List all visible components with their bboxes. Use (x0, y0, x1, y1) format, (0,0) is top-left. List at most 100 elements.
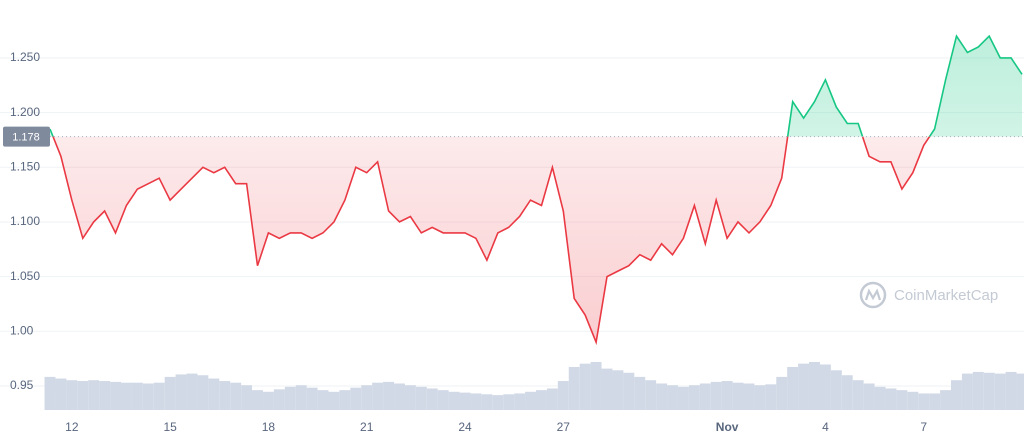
y-tick-label: 1.00 (10, 323, 34, 337)
volume-bar (798, 363, 810, 410)
volume-bar (536, 390, 547, 410)
volume-bar (590, 362, 602, 410)
volume-bar (448, 391, 460, 410)
volume-bar (241, 385, 253, 410)
volume-bar (972, 371, 984, 410)
volume-bar (503, 394, 515, 410)
y-tick-label: 1.200 (10, 105, 40, 119)
y-tick-label: 1.150 (10, 159, 40, 173)
volume-bar (350, 387, 362, 410)
volume-bar (907, 391, 919, 410)
volume-bar (809, 362, 820, 410)
volume-bar (634, 376, 646, 410)
volume-bar (197, 375, 209, 410)
volume-bar (186, 373, 198, 410)
volume-bar (459, 392, 471, 410)
volume-bar (164, 376, 176, 410)
volume-bar (470, 393, 482, 410)
volume-bar (175, 374, 187, 410)
volume-bar (481, 394, 493, 410)
volume-bar (284, 386, 296, 410)
volume-bar (732, 382, 744, 410)
volume-bar (153, 382, 165, 410)
volume-bar (852, 380, 864, 410)
y-tick-label: 1.250 (10, 50, 40, 64)
price-line-up (49, 34, 1023, 137)
volume-bar (317, 390, 329, 410)
volume-bar (219, 381, 231, 410)
area-fill-down (50, 136, 1022, 343)
volume-bar (328, 391, 340, 410)
volume-bar (940, 390, 952, 410)
volume-bar (230, 382, 242, 410)
x-tick-label: 27 (557, 420, 571, 434)
volume-bar (885, 388, 897, 410)
volume-bar (262, 391, 274, 410)
volume-bar (645, 380, 657, 410)
volume-bar (568, 366, 580, 410)
volume-bar (66, 380, 78, 410)
volume-bar (426, 388, 438, 410)
reference-label-box (3, 126, 50, 147)
volume-bar (557, 381, 569, 410)
volume-bar (546, 388, 558, 410)
volume-bar (415, 386, 427, 410)
volume-bar (765, 384, 777, 410)
volume-bar (208, 378, 220, 410)
volume-bar (120, 382, 132, 410)
volume-bar (918, 393, 930, 410)
volume-bar (372, 382, 384, 410)
volume-bar (579, 363, 591, 410)
volume-bar (863, 383, 875, 410)
volume-bar (404, 385, 416, 410)
volume-bar (1016, 373, 1024, 410)
volume-bar (99, 381, 111, 410)
x-tick-label: 7 (920, 420, 927, 434)
volume-bar (88, 380, 100, 410)
x-tick-label: 4 (822, 420, 829, 434)
volume-bar (394, 383, 405, 410)
volume-bar (306, 387, 318, 410)
y-tick-label: 1.100 (10, 214, 40, 228)
volume-bar (830, 370, 842, 410)
volume-bar (142, 383, 154, 410)
volume-bar (710, 381, 722, 410)
volume-bar (110, 381, 121, 410)
volume-bar (361, 385, 373, 410)
volume-bar (951, 380, 962, 410)
x-tick-label: 18 (262, 420, 276, 434)
volume-bar (131, 382, 143, 410)
volume-bar (677, 386, 689, 410)
volume-bar (743, 383, 755, 410)
volume-bar (983, 372, 995, 410)
volume-bar (994, 373, 1006, 410)
volume-bar (623, 372, 635, 410)
price-line-down (52, 136, 931, 346)
volume-bar (252, 390, 263, 410)
volume-bar (55, 378, 67, 410)
volume-bar (383, 381, 395, 410)
reference-label: 1.178 (12, 132, 40, 144)
x-tick-label: 24 (458, 420, 472, 434)
volume-bar (699, 383, 711, 410)
watermark-text: CoinMarketCap (894, 287, 998, 304)
volume-bar (841, 375, 853, 410)
volume-bar (896, 390, 908, 410)
volume-bar (77, 381, 89, 410)
volume-bar (273, 389, 285, 410)
volume-bar (612, 370, 624, 410)
volume-bar (295, 385, 307, 410)
y-tick-label: 0.95 (10, 378, 34, 392)
x-tick-label: 12 (65, 420, 79, 434)
volume-bar (437, 390, 449, 410)
watermark: CoinMarketCap (859, 281, 998, 309)
volume-bar (667, 385, 678, 410)
x-tick-label: 21 (360, 420, 374, 434)
volume-bar (44, 376, 56, 410)
volume-bar (874, 386, 886, 410)
volume-bar (1005, 371, 1017, 410)
volume-bar (656, 383, 668, 410)
volume-bar (787, 366, 799, 410)
